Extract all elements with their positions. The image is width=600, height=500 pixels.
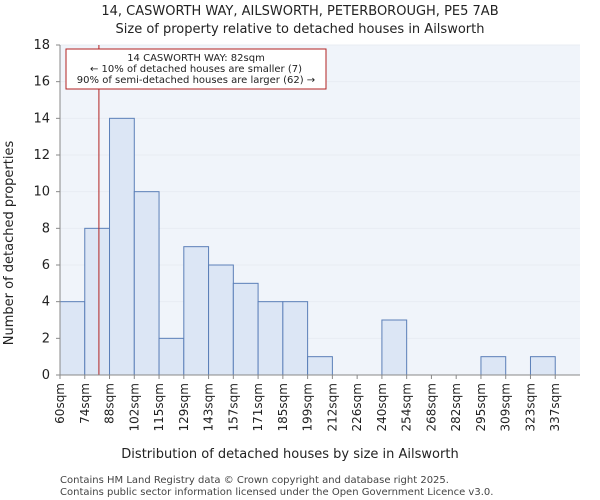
x-tick-label: 309sqm <box>499 383 513 431</box>
annotation-frame <box>65 48 327 90</box>
y-tick-label: 2 <box>42 331 50 346</box>
x-tick-label: 115sqm <box>152 383 166 431</box>
x-tick-label: 240sqm <box>375 383 389 431</box>
x-tick-label: 74sqm <box>78 383 92 424</box>
y-axis-label: Number of detached properties <box>2 141 17 346</box>
bars <box>59 117 556 376</box>
x-tick-label: 102sqm <box>127 383 141 431</box>
annotation-line-2: ← 10% of detached houses are smaller (7) <box>90 64 302 75</box>
x-tick-label: 199sqm <box>301 383 315 431</box>
y-tick-label: 10 <box>33 185 50 200</box>
x-tick-label: 171sqm <box>251 383 265 431</box>
y-axis-ticks: 0 2 4 6 8 10 12 14 16 18 <box>33 38 60 383</box>
annotation-box: 14 CASWORTH WAY: 82sqm ← 10% of detached… <box>65 48 327 90</box>
x-tick-label: 185sqm <box>276 383 290 431</box>
x-tick-label: 143sqm <box>202 383 216 431</box>
bar-115sqm <box>158 337 185 376</box>
x-tick-label: 268sqm <box>424 383 438 431</box>
bar-199sqm <box>307 356 333 376</box>
x-tick-label: 129sqm <box>177 383 191 431</box>
y-tick-label: 14 <box>33 111 50 126</box>
x-tick-label: 337sqm <box>548 383 562 431</box>
bar-240sqm <box>381 319 408 376</box>
y-tick-label: 18 <box>33 38 50 53</box>
annotation-line-3: 90% of semi-detached houses are larger (… <box>77 75 315 86</box>
x-tick-label: 295sqm <box>474 383 488 431</box>
bar-295sqm <box>480 356 507 376</box>
y-tick-label: 0 <box>42 368 50 383</box>
bar-185sqm <box>282 301 309 376</box>
x-tick-label: 60sqm <box>53 383 67 424</box>
annotation-line-1: 14 CASWORTH WAY: 82sqm <box>127 53 265 64</box>
bar-171sqm <box>257 301 284 376</box>
bar-129sqm <box>183 246 210 376</box>
chart-subtitle: Size of property relative to detached ho… <box>116 22 485 37</box>
y-tick-label: 16 <box>33 75 50 90</box>
bar-157sqm <box>232 282 259 376</box>
x-tick-label: 157sqm <box>226 383 240 431</box>
x-tick-label: 282sqm <box>449 383 463 431</box>
x-axis-ticks: 60sqm 74sqm 88sqm 102sqm 115sqm 129sqm 143sqm 1… <box>53 375 562 431</box>
bar-74sqm <box>84 227 111 376</box>
y-tick-label: 8 <box>42 221 50 236</box>
bar-102sqm <box>133 191 160 376</box>
y-tick-label: 6 <box>42 258 50 273</box>
chart-title: 14, CASWORTH WAY, AILSWORTH, PETERBOROUG… <box>101 4 498 19</box>
x-axis-label: Distribution of detached houses by size … <box>121 447 458 462</box>
bar-143sqm <box>208 264 234 376</box>
bar-323sqm <box>529 356 556 376</box>
y-tick-label: 4 <box>42 295 50 310</box>
y-tick-label: 12 <box>33 148 50 163</box>
x-tick-label: 323sqm <box>523 383 537 431</box>
x-tick-label: 254sqm <box>400 383 414 431</box>
footer-line-2: Contains public sector information licen… <box>60 487 493 498</box>
x-tick-label: 212sqm <box>325 383 339 431</box>
footer-line-1: Contains HM Land Registry data © Crown c… <box>60 475 449 486</box>
bar-88sqm <box>109 117 135 376</box>
x-tick-label: 226sqm <box>350 383 364 431</box>
x-tick-label: 88sqm <box>103 383 117 424</box>
bar-60sqm <box>59 301 86 376</box>
